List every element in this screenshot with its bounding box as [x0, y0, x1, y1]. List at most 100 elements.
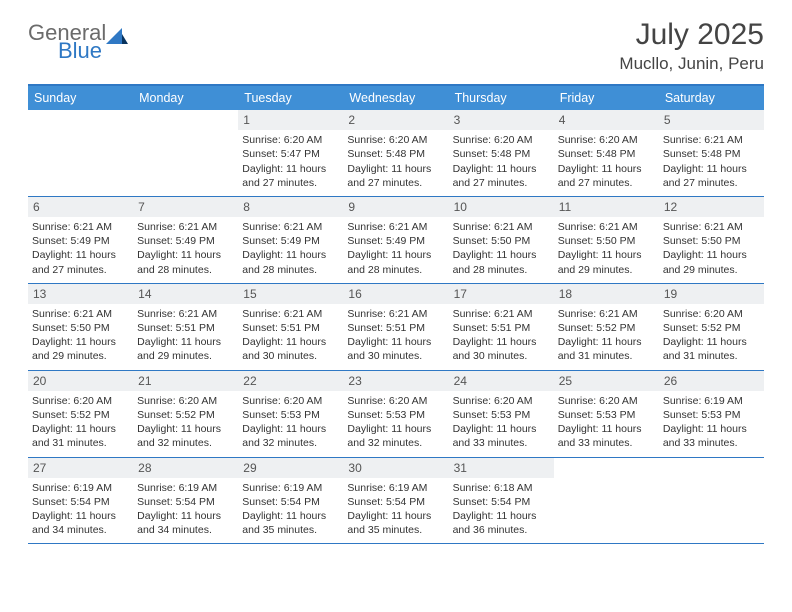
- sunset-line: Sunset: 5:53 PM: [453, 408, 550, 422]
- daylight-line: Daylight: 11 hours and 30 minutes.: [453, 335, 550, 363]
- sunset-line: Sunset: 5:50 PM: [32, 321, 129, 335]
- sunrise-line: Sunrise: 6:18 AM: [453, 481, 550, 495]
- sunset-line: Sunset: 5:53 PM: [242, 408, 339, 422]
- calendar-cell: 16Sunrise: 6:21 AMSunset: 5:51 PMDayligh…: [343, 284, 448, 371]
- day-number: 14: [133, 284, 238, 304]
- sunset-line: Sunset: 5:48 PM: [558, 147, 655, 161]
- calendar-cell: 8Sunrise: 6:21 AMSunset: 5:49 PMDaylight…: [238, 197, 343, 284]
- sunset-line: Sunset: 5:49 PM: [242, 234, 339, 248]
- calendar-cell: 2Sunrise: 6:20 AMSunset: 5:48 PMDaylight…: [343, 110, 448, 197]
- daylight-line: Daylight: 11 hours and 32 minutes.: [347, 422, 444, 450]
- sunset-line: Sunset: 5:51 PM: [137, 321, 234, 335]
- sunrise-line: Sunrise: 6:20 AM: [347, 133, 444, 147]
- calendar-cell: 11Sunrise: 6:21 AMSunset: 5:50 PMDayligh…: [554, 197, 659, 284]
- sunrise-line: Sunrise: 6:21 AM: [137, 307, 234, 321]
- calendar-cell: 24Sunrise: 6:20 AMSunset: 5:53 PMDayligh…: [449, 371, 554, 458]
- sunset-line: Sunset: 5:47 PM: [242, 147, 339, 161]
- sunset-line: Sunset: 5:49 PM: [347, 234, 444, 248]
- sunrise-line: Sunrise: 6:21 AM: [663, 133, 760, 147]
- daylight-line: Daylight: 11 hours and 32 minutes.: [242, 422, 339, 450]
- daylight-line: Daylight: 11 hours and 36 minutes.: [453, 509, 550, 537]
- daylight-line: Daylight: 11 hours and 27 minutes.: [663, 162, 760, 190]
- calendar-cell: 22Sunrise: 6:20 AMSunset: 5:53 PMDayligh…: [238, 371, 343, 458]
- sunrise-line: Sunrise: 6:21 AM: [347, 220, 444, 234]
- calendar-cell: 7 Sunrise: 6:21 AMSunset: 5:49 PMDaylight…: [133, 197, 238, 284]
- day-number: 23: [343, 371, 448, 391]
- daylight-line: Daylight: 11 hours and 27 minutes.: [347, 162, 444, 190]
- daylight-line: Daylight: 11 hours and 35 minutes.: [242, 509, 339, 537]
- sunset-line: Sunset: 5:48 PM: [347, 147, 444, 161]
- day-number: 5: [659, 110, 764, 130]
- calendar-cell: 27Sunrise: 6:19 AMSunset: 5:54 PMDayligh…: [28, 458, 133, 545]
- calendar: SundayMondayTuesdayWednesdayThursdayFrid…: [28, 84, 764, 544]
- daylight-line: Daylight: 11 hours and 29 minutes.: [137, 335, 234, 363]
- sunrise-line: Sunrise: 6:20 AM: [453, 394, 550, 408]
- day-number: 11: [554, 197, 659, 217]
- calendar-cell-empty: [659, 458, 764, 545]
- daylight-line: Daylight: 11 hours and 28 minutes.: [137, 248, 234, 276]
- calendar-cell: 1Sunrise: 6:20 AMSunset: 5:47 PMDaylight…: [238, 110, 343, 197]
- day-number: 9: [343, 197, 448, 217]
- sunrise-line: Sunrise: 6:21 AM: [32, 307, 129, 321]
- calendar-cell: 10Sunrise: 6:21 AMSunset: 5:50 PMDayligh…: [449, 197, 554, 284]
- day-number: 27: [28, 458, 133, 478]
- sunset-line: Sunset: 5:49 PM: [32, 234, 129, 248]
- sunrise-line: Sunrise: 6:20 AM: [137, 394, 234, 408]
- calendar-cell: 3Sunrise: 6:20 AMSunset: 5:48 PMDaylight…: [449, 110, 554, 197]
- calendar-cell: 17Sunrise: 6:21 AMSunset: 5:51 PMDayligh…: [449, 284, 554, 371]
- day-number: 21: [133, 371, 238, 391]
- sunset-line: Sunset: 5:51 PM: [347, 321, 444, 335]
- daylight-line: Daylight: 11 hours and 31 minutes.: [663, 335, 760, 363]
- calendar-cell: 5Sunrise: 6:21 AMSunset: 5:48 PMDaylight…: [659, 110, 764, 197]
- calendar-cell: 9 Sunrise: 6:21 AMSunset: 5:49 PMDaylight…: [343, 197, 448, 284]
- sunset-line: Sunset: 5:52 PM: [663, 321, 760, 335]
- daylight-line: Daylight: 11 hours and 33 minutes.: [663, 422, 760, 450]
- daylight-line: Daylight: 11 hours and 29 minutes.: [663, 248, 760, 276]
- daylight-line: Daylight: 11 hours and 30 minutes.: [347, 335, 444, 363]
- calendar-cell: 4Sunrise: 6:20 AMSunset: 5:48 PMDaylight…: [554, 110, 659, 197]
- weekday-header: Thursday: [449, 86, 554, 110]
- sunset-line: Sunset: 5:54 PM: [347, 495, 444, 509]
- daylight-line: Daylight: 11 hours and 28 minutes.: [347, 248, 444, 276]
- daylight-line: Daylight: 11 hours and 32 minutes.: [137, 422, 234, 450]
- calendar-cell: 25Sunrise: 6:20 AMSunset: 5:53 PMDayligh…: [554, 371, 659, 458]
- sunrise-line: Sunrise: 6:21 AM: [242, 307, 339, 321]
- sunset-line: Sunset: 5:53 PM: [663, 408, 760, 422]
- sunrise-line: Sunrise: 6:20 AM: [242, 133, 339, 147]
- sunset-line: Sunset: 5:49 PM: [137, 234, 234, 248]
- day-number: 19: [659, 284, 764, 304]
- sunrise-line: Sunrise: 6:21 AM: [137, 220, 234, 234]
- calendar-cell: 6Sunrise: 6:21 AMSunset: 5:49 PMDaylight…: [28, 197, 133, 284]
- day-number: 31: [449, 458, 554, 478]
- sunset-line: Sunset: 5:54 PM: [242, 495, 339, 509]
- day-number: 1: [238, 110, 343, 130]
- title-block: July 2025 Mucllo, Junin, Peru: [619, 18, 764, 74]
- day-number: 29: [238, 458, 343, 478]
- daylight-line: Daylight: 11 hours and 29 minutes.: [32, 335, 129, 363]
- sunset-line: Sunset: 5:51 PM: [242, 321, 339, 335]
- sunset-line: Sunset: 5:54 PM: [137, 495, 234, 509]
- logo: General Blue: [28, 22, 128, 62]
- weekday-header: Monday: [133, 86, 238, 110]
- sunrise-line: Sunrise: 6:21 AM: [347, 307, 444, 321]
- day-number: 7: [133, 197, 238, 217]
- daylight-line: Daylight: 11 hours and 28 minutes.: [453, 248, 550, 276]
- day-number-blank: [133, 110, 238, 128]
- daylight-line: Daylight: 11 hours and 35 minutes.: [347, 509, 444, 537]
- calendar-cell-empty: [28, 110, 133, 197]
- daylight-line: Daylight: 11 hours and 29 minutes.: [558, 248, 655, 276]
- sunset-line: Sunset: 5:52 PM: [558, 321, 655, 335]
- daylight-line: Daylight: 11 hours and 27 minutes.: [558, 162, 655, 190]
- weekday-header: Sunday: [28, 86, 133, 110]
- sunrise-line: Sunrise: 6:19 AM: [32, 481, 129, 495]
- day-number-blank: [28, 110, 133, 128]
- calendar-cell: 14 Sunrise: 6:21 AMSunset: 5:51 PMDayligh…: [133, 284, 238, 371]
- sunrise-line: Sunrise: 6:21 AM: [453, 220, 550, 234]
- day-number: 28: [133, 458, 238, 478]
- sunset-line: Sunset: 5:53 PM: [347, 408, 444, 422]
- sunrise-line: Sunrise: 6:21 AM: [453, 307, 550, 321]
- sunrise-line: Sunrise: 6:20 AM: [347, 394, 444, 408]
- sunrise-line: Sunrise: 6:19 AM: [347, 481, 444, 495]
- calendar-cell: 20Sunrise: 6:20 AMSunset: 5:52 PMDayligh…: [28, 371, 133, 458]
- calendar-cell: 13Sunrise: 6:21 AMSunset: 5:50 PMDayligh…: [28, 284, 133, 371]
